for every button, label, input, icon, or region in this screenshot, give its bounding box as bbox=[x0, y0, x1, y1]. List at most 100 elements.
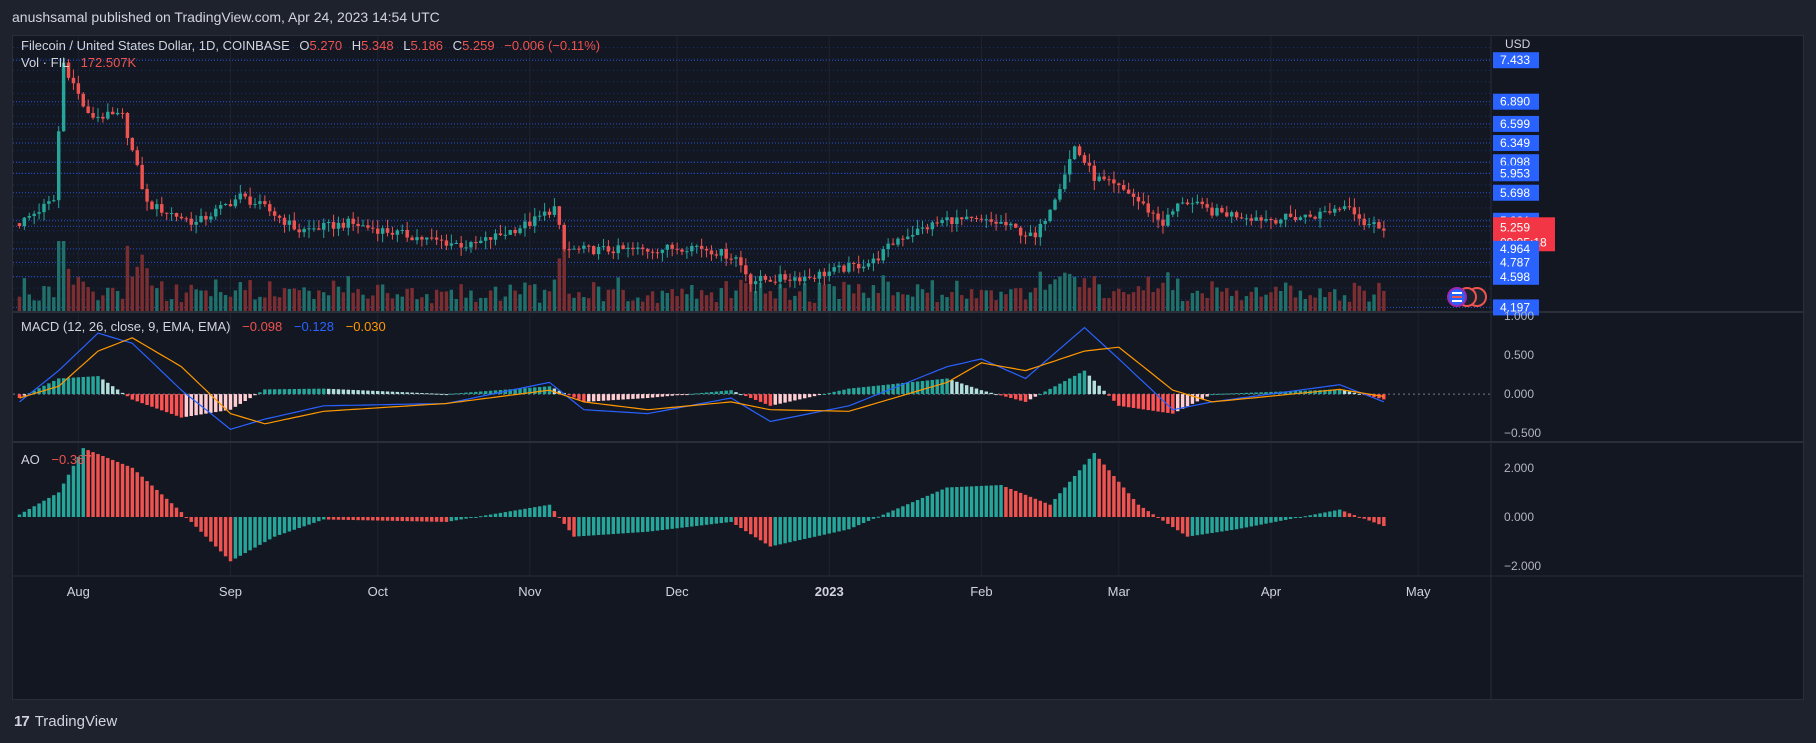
candle bbox=[479, 240, 483, 244]
ao-bar bbox=[537, 506, 542, 517]
ao-bar bbox=[1141, 507, 1146, 517]
ao-bar bbox=[528, 507, 532, 517]
ao-bar bbox=[1112, 476, 1116, 517]
signal-line bbox=[19, 337, 1384, 425]
candle bbox=[1171, 211, 1175, 215]
volume-bar bbox=[1131, 292, 1136, 311]
ao-bar bbox=[32, 506, 36, 517]
candle bbox=[125, 112, 130, 138]
volume-bar bbox=[263, 297, 267, 311]
volume-bar bbox=[1293, 297, 1298, 311]
candle bbox=[572, 248, 576, 250]
volume-bar bbox=[891, 295, 895, 311]
ao-bar bbox=[1264, 516, 1268, 524]
candle bbox=[1279, 219, 1283, 224]
ao-bar bbox=[1058, 493, 1062, 517]
volume-bar bbox=[537, 302, 542, 311]
macd-histogram-bar bbox=[616, 394, 620, 400]
macd-histogram-bar bbox=[214, 394, 218, 413]
ao-bar bbox=[1377, 516, 1381, 525]
price-axis-label: 4.964 bbox=[1500, 242, 1530, 256]
ao-bar bbox=[1185, 516, 1190, 537]
ao-bar bbox=[425, 516, 429, 522]
ao-bar bbox=[596, 516, 601, 536]
candle bbox=[778, 274, 782, 282]
candle bbox=[719, 249, 723, 256]
ao-bar bbox=[1131, 498, 1136, 517]
candle bbox=[783, 274, 787, 280]
price-axis-label: 6.349 bbox=[1500, 136, 1530, 150]
ao-bar bbox=[1126, 493, 1131, 517]
volume-bar bbox=[1234, 290, 1239, 311]
candle bbox=[1382, 228, 1386, 231]
ao-bar bbox=[287, 516, 292, 532]
time-axis-label: Feb bbox=[970, 584, 992, 599]
macd-histogram-bar bbox=[66, 377, 71, 395]
volume-bar bbox=[71, 284, 76, 311]
candle bbox=[371, 227, 375, 229]
volume-bar bbox=[621, 289, 625, 311]
volume-bar bbox=[685, 294, 689, 311]
footer-brand[interactable]: 17 TradingView bbox=[14, 713, 117, 730]
volume-bar bbox=[1347, 301, 1352, 311]
macd-histogram-bar bbox=[557, 390, 562, 395]
candle bbox=[1161, 219, 1165, 226]
macd-histogram-bar bbox=[964, 385, 969, 395]
macd-histogram-bar bbox=[405, 392, 409, 395]
candle bbox=[842, 265, 846, 272]
ao-bar bbox=[788, 516, 792, 543]
candle bbox=[920, 227, 925, 229]
ao-bar bbox=[366, 516, 370, 521]
candle bbox=[832, 267, 836, 272]
volume-bar bbox=[547, 291, 552, 311]
candle bbox=[331, 222, 336, 229]
macd-histogram-bar bbox=[690, 393, 694, 395]
ao-bar bbox=[110, 459, 115, 517]
volume-bar bbox=[400, 296, 404, 311]
volume-bar bbox=[297, 290, 301, 311]
macd-histogram-bar bbox=[366, 390, 370, 395]
candle bbox=[1077, 146, 1082, 156]
volume-bar bbox=[464, 297, 468, 311]
chart-frame[interactable]: USD 7.433 6.890 6.599 6.349 6.098 5.953 5.698 5.… bbox=[12, 35, 1804, 700]
macd-histogram-bar bbox=[1082, 370, 1087, 395]
candle bbox=[714, 254, 719, 256]
ao-bar bbox=[1362, 516, 1366, 519]
volume-bar bbox=[1171, 290, 1175, 311]
legend-macd-v2: −0.128 bbox=[294, 319, 334, 334]
candle bbox=[380, 228, 385, 234]
candle bbox=[238, 193, 243, 200]
volume-bar bbox=[1298, 290, 1303, 311]
macd-histogram-bar bbox=[1048, 388, 1052, 395]
ao-bar bbox=[1102, 464, 1106, 517]
ao-bar bbox=[1166, 516, 1170, 524]
candle bbox=[827, 271, 831, 276]
candle bbox=[1180, 202, 1185, 204]
chart-canvas[interactable]: USD7.4336.8906.5996.3496.0985.9535.6985.… bbox=[13, 36, 1803, 699]
us-flag-icon[interactable] bbox=[1447, 287, 1487, 307]
ao-bar bbox=[572, 516, 576, 537]
tradingview-logo-icon: 17 bbox=[14, 713, 30, 730]
candle bbox=[596, 246, 601, 255]
volume-bar bbox=[1220, 291, 1224, 311]
macd-histogram-bar bbox=[861, 387, 866, 395]
macd-histogram-bar bbox=[1068, 378, 1072, 395]
volume-bar bbox=[601, 301, 606, 311]
candle bbox=[591, 246, 596, 255]
ao-bar bbox=[1215, 516, 1219, 533]
ao-bar bbox=[1033, 498, 1038, 517]
ao-bar bbox=[1009, 488, 1013, 517]
ao-bar bbox=[945, 487, 949, 517]
volume-bar bbox=[699, 290, 704, 311]
macd-histogram-bar bbox=[1328, 389, 1332, 395]
candle bbox=[1131, 193, 1136, 197]
volume-bar bbox=[1058, 276, 1062, 311]
candle bbox=[449, 243, 454, 246]
volume-bar bbox=[1136, 286, 1141, 311]
volume-bar bbox=[606, 289, 611, 311]
macd-histogram-bar bbox=[1161, 394, 1165, 413]
ao-bar bbox=[1254, 516, 1258, 526]
macd-histogram-bar bbox=[876, 385, 881, 395]
ao-bar bbox=[685, 516, 689, 528]
ao-bar bbox=[91, 452, 95, 517]
